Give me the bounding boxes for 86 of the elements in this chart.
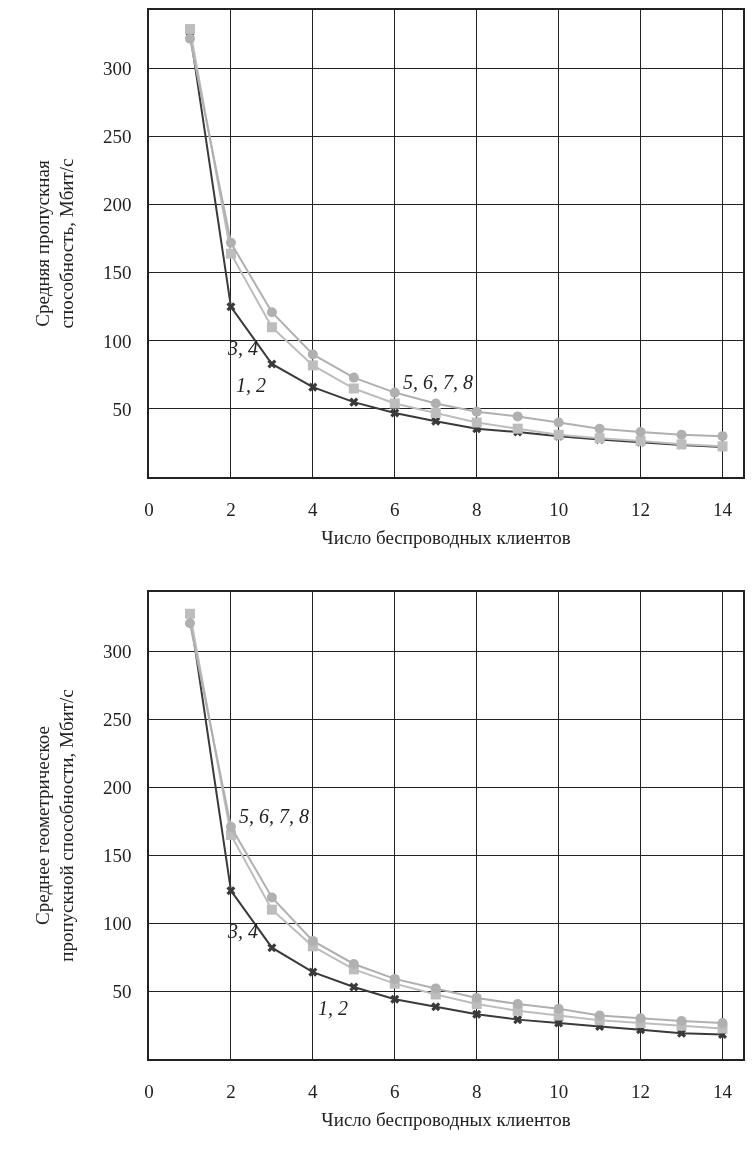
point (676, 1015, 687, 1026)
point (471, 406, 482, 417)
point (389, 973, 400, 984)
point (430, 398, 441, 409)
point (225, 821, 236, 832)
x-tick-label: 14 (713, 498, 733, 520)
point (717, 431, 728, 442)
point (348, 383, 359, 394)
x-tick-label: 6 (390, 1080, 400, 1102)
point (184, 618, 195, 629)
point (349, 982, 359, 992)
point (430, 983, 441, 994)
y-tick-label: 300 (102, 58, 132, 80)
point (267, 943, 277, 953)
x-tick-label: 0 (144, 498, 154, 520)
annotation: 1, 2 (236, 374, 266, 396)
point (512, 999, 523, 1010)
x-tick-label: 0 (144, 1080, 154, 1102)
y-tick-label: 300 (102, 641, 132, 663)
y-tick-label: 150 (102, 845, 132, 867)
point (225, 237, 236, 248)
y-tick-label: 100 (102, 330, 132, 352)
x-tick-label: 2 (226, 498, 236, 520)
annotation: 1, 2 (318, 997, 348, 1019)
point (431, 1002, 441, 1012)
x-tick-label: 14 (713, 1080, 733, 1102)
point (471, 992, 482, 1003)
x-tick-label: 4 (308, 498, 319, 520)
x-tick-label: 4 (308, 1080, 319, 1102)
point (594, 423, 605, 434)
point (389, 387, 400, 398)
x-tick-label: 10 (549, 1080, 569, 1102)
point (348, 372, 359, 383)
x-tick-label: 10 (549, 498, 569, 520)
point (226, 302, 236, 312)
x-tick-label: 6 (390, 498, 400, 520)
point (307, 935, 318, 946)
point (307, 360, 318, 371)
y-tick-label: 50 (112, 398, 132, 420)
point (308, 967, 318, 977)
x-tick-label: 2 (226, 1080, 236, 1102)
point (512, 411, 523, 422)
point (390, 994, 400, 1004)
y-tick-label: 100 (102, 912, 132, 934)
y-tick-label: 200 (102, 194, 132, 216)
point (430, 408, 441, 419)
x-axis-title: Число беспроводных клиентов (321, 526, 571, 548)
point (349, 397, 359, 407)
x-tick-label: 8 (471, 1080, 482, 1102)
point (635, 1013, 646, 1024)
point (553, 1003, 564, 1014)
point (225, 248, 236, 259)
point (676, 429, 687, 440)
point (266, 322, 277, 333)
point (266, 892, 277, 903)
y-axis-title: Среднее геометрическое пропускной способности, Мбит/с (31, 689, 78, 962)
point (512, 423, 523, 434)
x-axis-title: Число беспроводных клиентов (321, 1108, 571, 1130)
point (266, 904, 277, 915)
y-tick-label: 50 (112, 980, 132, 1002)
y-axis-title: Средняя пропускная способность, Мбит/с (31, 158, 78, 329)
x-tick-label: 12 (631, 498, 651, 520)
point (348, 958, 359, 969)
point (308, 382, 318, 392)
y-tick-label: 250 (102, 126, 132, 148)
annotation: 5, 6, 7, 8 (239, 805, 309, 827)
point (471, 417, 482, 428)
point (594, 1010, 605, 1021)
y-tick-label: 150 (102, 262, 132, 284)
point (390, 408, 400, 418)
point (226, 886, 236, 896)
x-tick-label: 12 (631, 1080, 651, 1102)
point (389, 398, 400, 409)
point (266, 307, 277, 318)
point (472, 1009, 482, 1019)
point (307, 349, 318, 360)
point (513, 1015, 523, 1025)
annotation: 5, 6, 7, 8 (403, 371, 473, 393)
point (267, 359, 277, 369)
point (184, 33, 195, 44)
point (717, 1018, 728, 1029)
x-tick-label: 8 (471, 498, 482, 520)
point (553, 417, 564, 428)
y-tick-label: 250 (102, 709, 132, 731)
y-tick-label: 200 (102, 777, 132, 799)
point (635, 427, 646, 438)
